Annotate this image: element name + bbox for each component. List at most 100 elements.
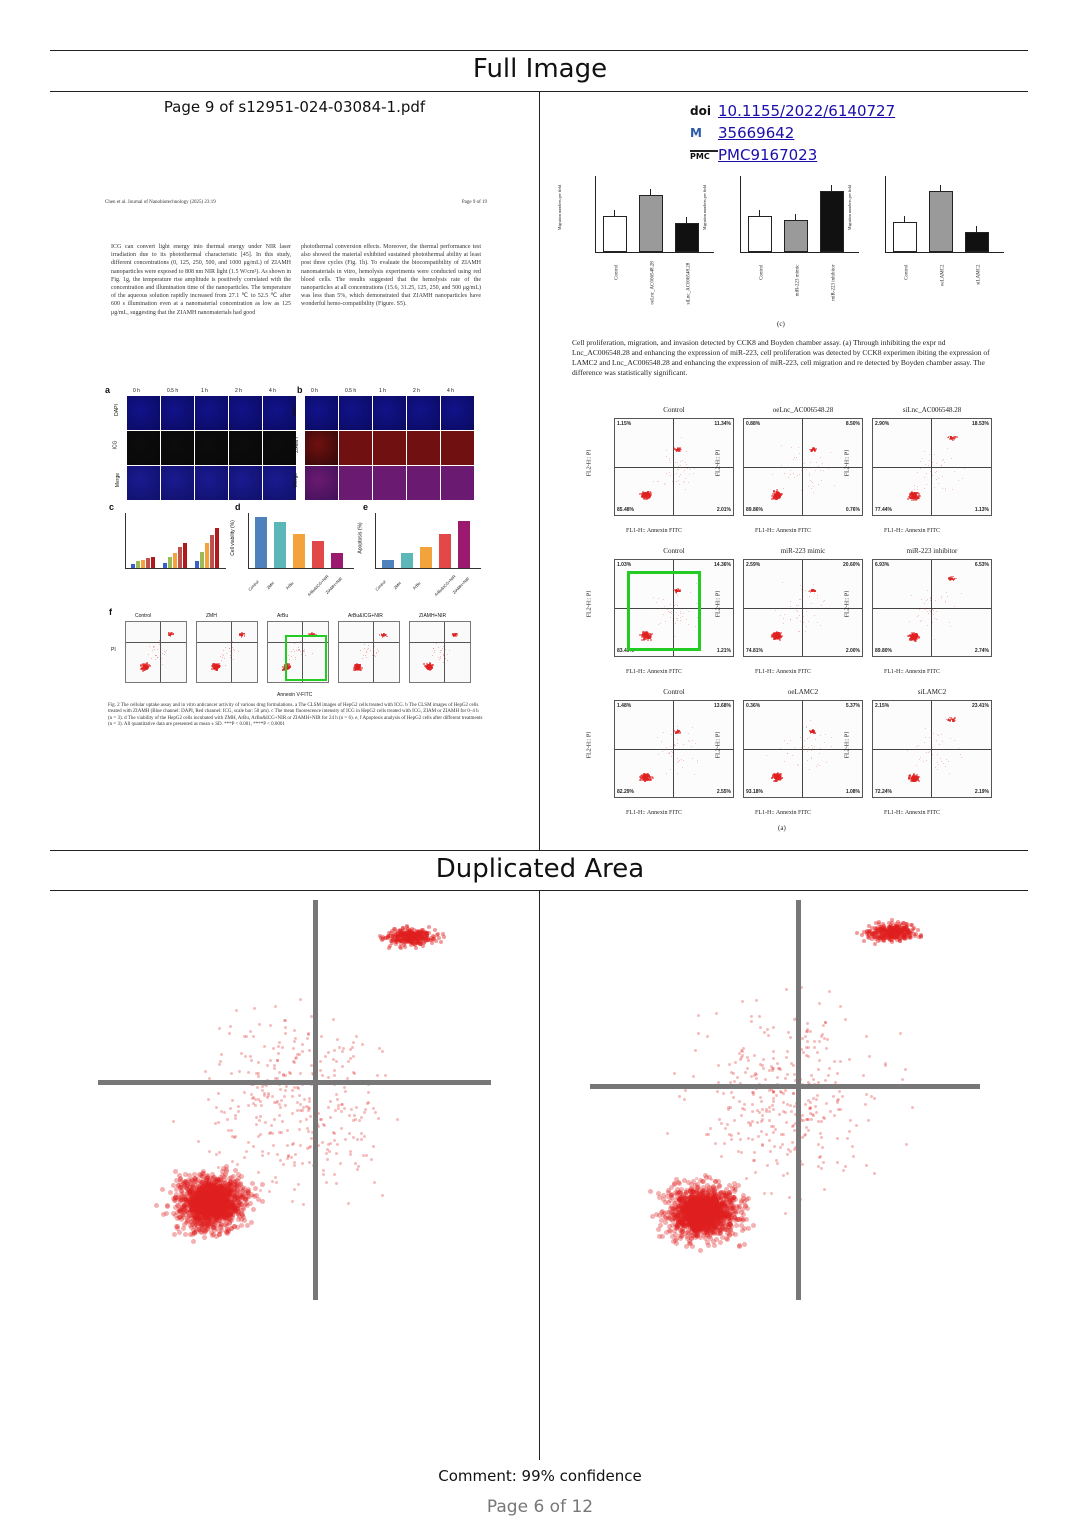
center-divider — [539, 91, 540, 850]
event-dot — [805, 631, 806, 632]
flow-ylabel: FL2-H:: PI — [844, 450, 850, 477]
event-dot — [191, 1239, 196, 1244]
bar-e — [382, 560, 394, 568]
event-dot — [365, 655, 366, 656]
event-dot — [771, 777, 773, 779]
event-dot — [657, 481, 658, 482]
event-dot — [777, 494, 779, 496]
event-dot — [814, 615, 815, 616]
event-dot — [908, 635, 910, 637]
event-dot — [925, 464, 926, 465]
event-dot — [677, 743, 678, 744]
event-dot — [692, 758, 693, 759]
event-dot — [797, 617, 798, 618]
event-dot — [447, 654, 448, 655]
event-dot — [917, 489, 918, 490]
event-dot — [436, 643, 437, 644]
event-dot — [952, 721, 954, 723]
panel-a-label: (a) — [778, 824, 786, 832]
q-lower-left: 85.48% — [617, 507, 634, 513]
event-dot — [936, 611, 937, 612]
event-dot — [440, 652, 441, 653]
microscopy-tile — [407, 396, 440, 430]
bar-c — [215, 528, 219, 568]
event-dot — [151, 658, 152, 659]
pmc-link[interactable]: PMC9167023 — [718, 146, 817, 164]
event-dot — [811, 758, 812, 759]
quadrant-v — [231, 622, 232, 682]
error-bar — [759, 210, 760, 216]
event-dot — [918, 497, 920, 499]
event-dot — [182, 1222, 187, 1227]
event-dot — [820, 457, 821, 458]
row-label: ZIAMH — [294, 437, 300, 453]
pmid-link[interactable]: 35669642 — [718, 124, 794, 142]
migration-bar — [603, 216, 627, 252]
event-dot — [439, 659, 440, 660]
event-dot — [790, 606, 791, 607]
event-dot — [935, 767, 936, 768]
event-dot — [798, 447, 799, 448]
time-label: 0.5 h — [167, 388, 178, 394]
q-lower-right: 2.74% — [975, 648, 989, 654]
event-dot — [688, 733, 689, 734]
event-dot — [920, 621, 921, 622]
doi-link[interactable]: 10.1155/2022/6140727 — [718, 102, 895, 120]
flow-xlabel: FL1-H:: Annexin FITC — [884, 528, 940, 534]
event-dot — [675, 745, 676, 746]
event-dot — [232, 641, 233, 642]
event-dot — [652, 777, 654, 779]
event-dot — [816, 766, 817, 767]
quadrant-h — [339, 642, 399, 643]
event-dot — [157, 657, 158, 658]
event-dot — [806, 727, 807, 728]
event-dot — [670, 462, 671, 463]
event-dot — [929, 610, 930, 611]
event-dot — [824, 742, 825, 743]
event-dot — [811, 603, 812, 604]
event-dot — [691, 746, 692, 747]
event-dot — [919, 759, 920, 760]
bar-c — [168, 557, 172, 568]
event-dot — [945, 766, 946, 767]
event-dot — [950, 438, 952, 440]
event-dot — [223, 655, 224, 656]
quadrant-h — [197, 642, 257, 643]
event-dot — [912, 633, 914, 635]
event-dot — [161, 658, 162, 659]
event-dot — [148, 654, 149, 655]
microscopy-tile — [127, 396, 160, 430]
event-dot — [925, 728, 926, 729]
event-dot — [941, 761, 942, 762]
event-dot — [808, 747, 809, 748]
bar-c — [178, 547, 182, 568]
flow-ylabel: FL2-H:: PI — [715, 450, 721, 477]
pmid-row: M 35669642 — [690, 122, 895, 144]
event-dot — [282, 669, 284, 671]
event-dot — [675, 733, 676, 734]
microscopy-tile — [161, 396, 194, 430]
event-dot — [782, 582, 783, 583]
event-dot — [791, 447, 792, 448]
migration-bar — [639, 195, 663, 252]
event-dot — [921, 599, 922, 600]
event-dot — [225, 665, 226, 666]
event-dot — [775, 633, 777, 635]
q-upper-left: 2.59% — [746, 562, 760, 568]
event-dot — [914, 489, 915, 490]
error-bar — [831, 185, 832, 191]
event-dot — [926, 473, 927, 474]
event-dot — [159, 644, 160, 645]
event-dot — [961, 593, 962, 594]
event-dot — [834, 485, 835, 486]
panel-b-letter: b — [297, 385, 303, 395]
bar-c — [141, 560, 145, 568]
flow-xlabel: Annexin V-FITC — [277, 692, 312, 698]
event-dot — [685, 489, 686, 490]
event-dot — [831, 746, 832, 747]
flow-ylabel: FL2-H:: PI — [586, 732, 592, 759]
event-dot — [811, 745, 812, 746]
flow-ylabel: FL2-H:: PI — [844, 732, 850, 759]
event-dot — [233, 649, 234, 650]
pubmed-icon: M — [690, 126, 718, 140]
